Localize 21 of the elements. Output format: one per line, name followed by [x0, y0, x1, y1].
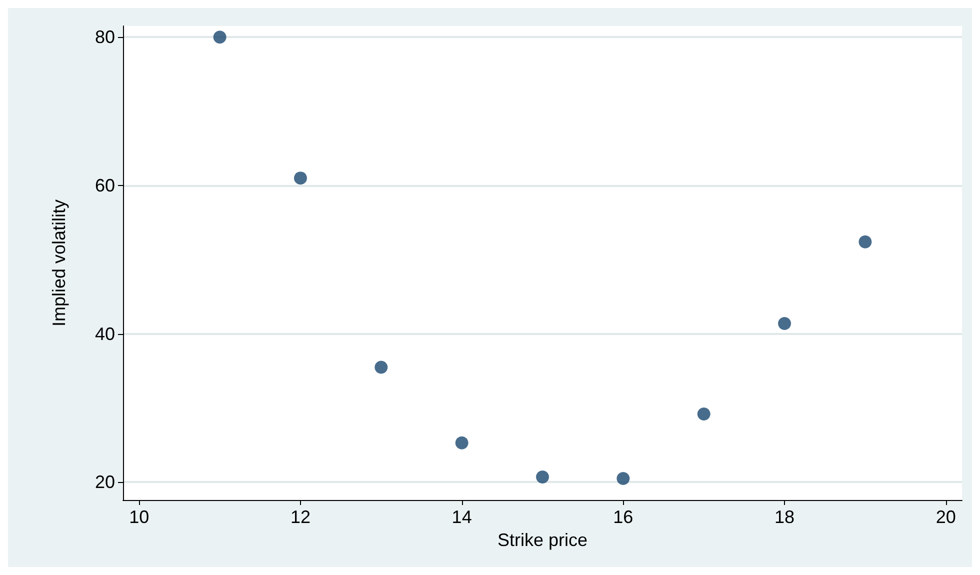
x-tick-label: 12 [290, 507, 310, 527]
x-axis-title: Strike price [497, 530, 588, 550]
y-tick-label: 20 [94, 472, 115, 492]
x-tick-label: 10 [129, 507, 150, 527]
point [213, 30, 226, 44]
point [778, 316, 792, 330]
x-tick-label: 18 [774, 507, 795, 527]
y-tick-label: 60 [94, 175, 115, 196]
x-tick-label: 14 [452, 507, 472, 527]
point [536, 470, 549, 484]
y-axis-title: Implied volatility [49, 199, 69, 327]
x-tick-label: 20 [936, 507, 956, 527]
point [616, 472, 630, 485]
point [858, 235, 872, 248]
point [697, 407, 710, 420]
point [294, 172, 307, 185]
x-tick-label: 16 [613, 507, 634, 527]
y-tick-label: 40 [94, 324, 115, 344]
y-tick-label: 80 [94, 27, 115, 48]
point [374, 360, 388, 374]
point [455, 436, 468, 450]
